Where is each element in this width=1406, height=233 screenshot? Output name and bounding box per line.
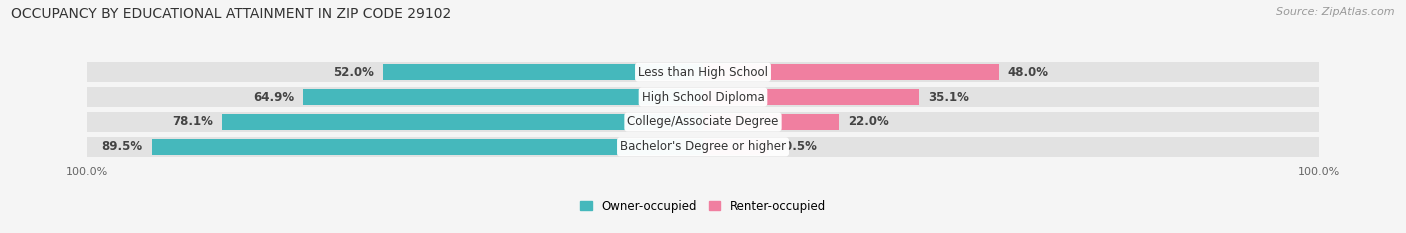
Bar — [703, 114, 838, 130]
Bar — [703, 87, 1319, 107]
Text: 52.0%: 52.0% — [333, 66, 374, 79]
Text: 89.5%: 89.5% — [101, 140, 142, 153]
Bar — [703, 137, 1319, 157]
Text: 78.1%: 78.1% — [172, 116, 212, 128]
Bar — [703, 64, 998, 80]
Bar — [87, 112, 703, 132]
Text: 22.0%: 22.0% — [848, 116, 889, 128]
Bar — [87, 62, 703, 82]
Bar — [222, 114, 703, 130]
Text: Bachelor's Degree or higher: Bachelor's Degree or higher — [620, 140, 786, 153]
Text: 64.9%: 64.9% — [253, 91, 294, 103]
Bar — [152, 139, 703, 155]
Legend: Owner-occupied, Renter-occupied: Owner-occupied, Renter-occupied — [579, 200, 827, 213]
Bar — [87, 87, 703, 107]
Text: Source: ZipAtlas.com: Source: ZipAtlas.com — [1277, 7, 1395, 17]
Bar — [703, 112, 1319, 132]
Bar — [703, 89, 920, 105]
Text: 35.1%: 35.1% — [928, 91, 969, 103]
Text: 10.5%: 10.5% — [778, 140, 818, 153]
Bar — [382, 64, 703, 80]
Text: High School Diploma: High School Diploma — [641, 91, 765, 103]
Text: College/Associate Degree: College/Associate Degree — [627, 116, 779, 128]
Bar — [304, 89, 703, 105]
Bar — [703, 139, 768, 155]
Bar — [87, 137, 703, 157]
Bar — [703, 62, 1319, 82]
Text: Less than High School: Less than High School — [638, 66, 768, 79]
Text: OCCUPANCY BY EDUCATIONAL ATTAINMENT IN ZIP CODE 29102: OCCUPANCY BY EDUCATIONAL ATTAINMENT IN Z… — [11, 7, 451, 21]
Text: 48.0%: 48.0% — [1008, 66, 1049, 79]
